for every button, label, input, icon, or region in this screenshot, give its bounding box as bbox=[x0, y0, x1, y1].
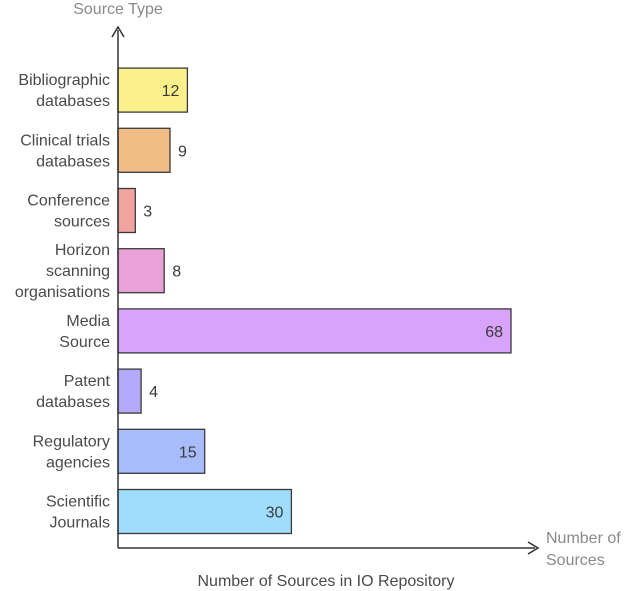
bar bbox=[117, 248, 165, 294]
value-label: 4 bbox=[149, 384, 158, 401]
value-label: 3 bbox=[143, 204, 152, 221]
y-axis-title: Source Type bbox=[73, 1, 163, 18]
value-labels-group: 12 9 3 8 68 4 15 30 bbox=[143, 83, 503, 521]
category-label: Bibliographic databases bbox=[18, 72, 110, 110]
x-axis-title-line-2: Sources bbox=[546, 552, 605, 569]
category-label: Clinical trials databases bbox=[20, 132, 110, 170]
category-label: Patent databases bbox=[36, 373, 110, 411]
category-label: Conference sources bbox=[27, 193, 110, 231]
category-label: Media Source bbox=[59, 313, 110, 351]
y-axis-arrow bbox=[111, 25, 125, 38]
category-labels-group: Bibliographic databases Clinical trials dat… bbox=[15, 72, 111, 531]
category-label: Scientific Journals bbox=[46, 494, 110, 532]
x-axis-title-line-1: Number of bbox=[546, 530, 621, 547]
bar bbox=[117, 428, 206, 474]
value-label: 9 bbox=[178, 143, 187, 160]
bar bbox=[117, 488, 293, 535]
bar bbox=[117, 368, 142, 414]
bar bbox=[117, 308, 512, 354]
category-label: Horizon scanning organisations bbox=[15, 242, 110, 301]
value-label: 8 bbox=[172, 264, 181, 281]
value-label: 12 bbox=[162, 83, 180, 100]
value-label: 68 bbox=[485, 324, 503, 341]
value-label: 15 bbox=[179, 444, 197, 461]
chart-title: Number of Sources in IO Repository bbox=[198, 573, 455, 590]
bars-group bbox=[117, 67, 512, 535]
bar bbox=[117, 187, 136, 234]
bar bbox=[117, 127, 171, 173]
value-label: 30 bbox=[266, 505, 284, 522]
category-label: Regulatory agencies bbox=[33, 433, 110, 471]
x-axis-arrow bbox=[527, 541, 540, 555]
